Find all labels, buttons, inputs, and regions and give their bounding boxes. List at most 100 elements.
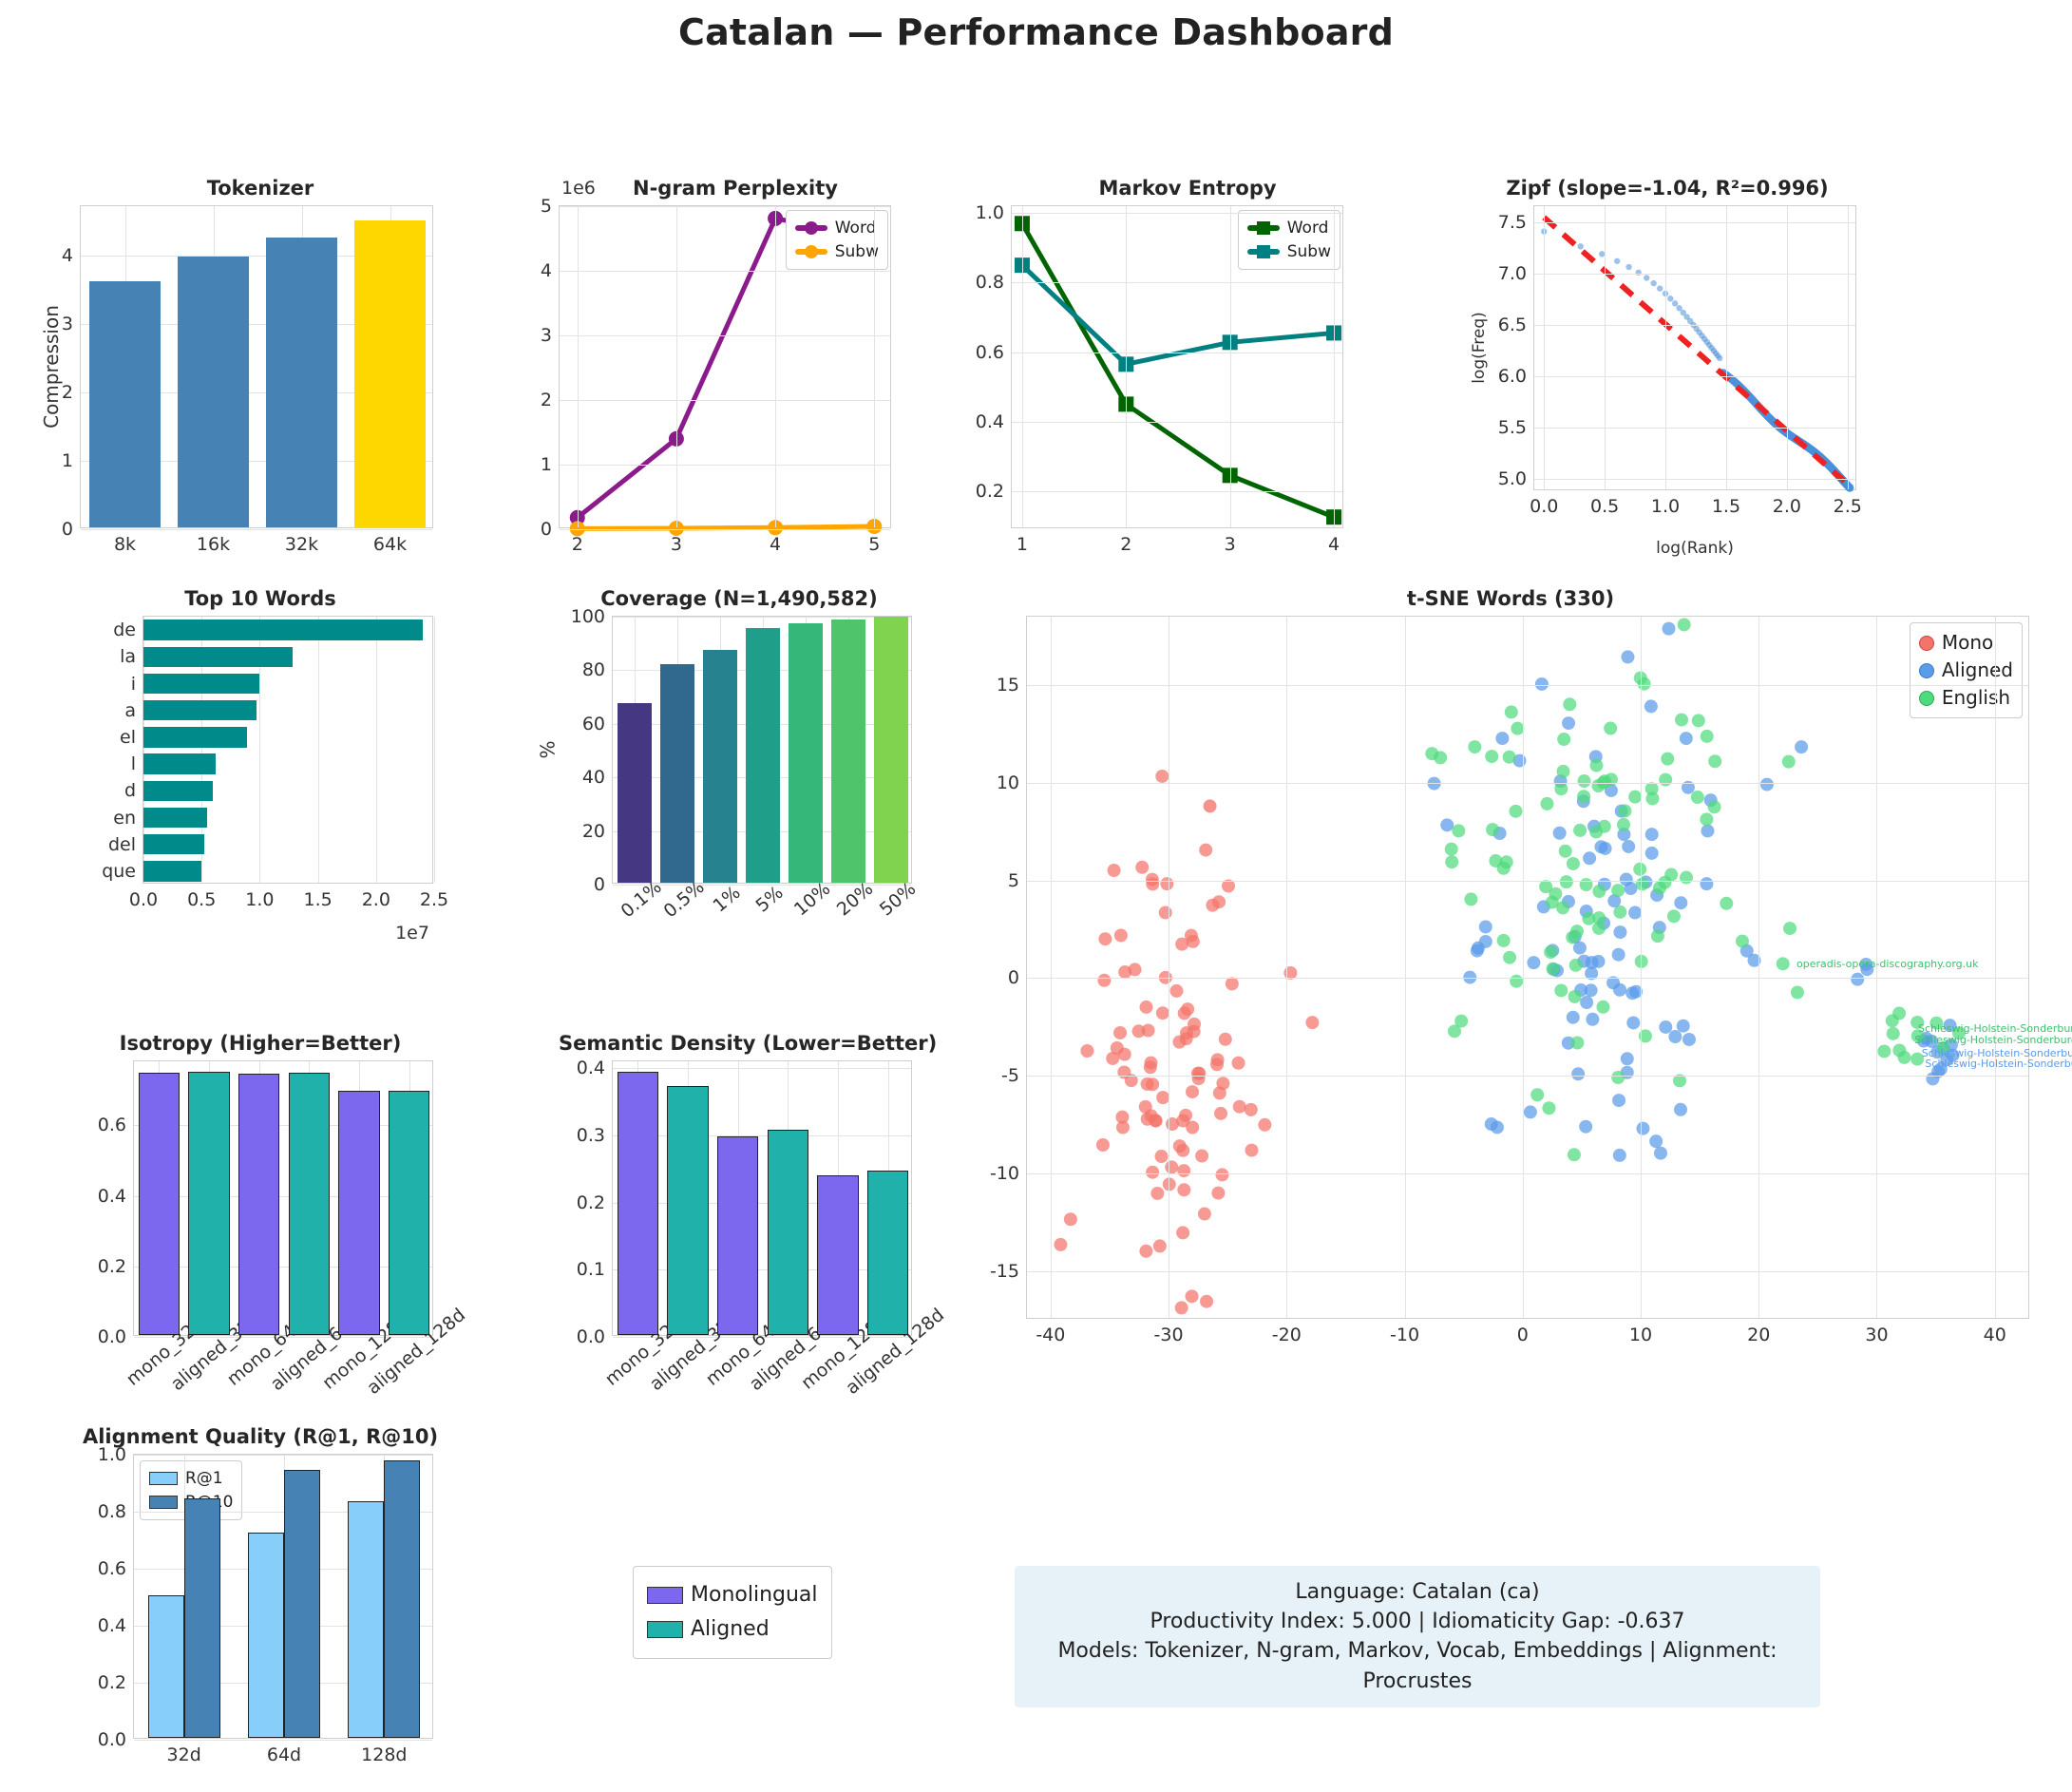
legend-label-word: Word: [834, 219, 877, 238]
legend-item-mono: Mono: [1918, 629, 2013, 657]
tsne-legend: Mono Aligned English: [1909, 622, 2023, 718]
bar-50%: [874, 616, 909, 883]
panel-ngram: N-gram Perplexity 1e6 Word Subw 0 1 2 3 4 5 2 3…: [541, 177, 912, 555]
tokenizer-ylabel: Compression: [39, 305, 63, 429]
panel-alignment-quality: Alignment Quality (R@1, R@10) R@1 R@10 0…: [80, 1425, 441, 1765]
y-tick-label: 7.5: [1497, 212, 1527, 234]
bar-aligned_32d: [188, 1072, 230, 1335]
legend-item-word: Word: [1246, 217, 1331, 240]
bar-20%: [831, 619, 866, 883]
x-tick-label: 5: [868, 534, 881, 555]
gridline: [134, 1512, 432, 1513]
gridline: [1027, 1270, 2028, 1272]
x-tick-label: 32d: [166, 1744, 201, 1765]
y-tick-label: 6.5: [1497, 315, 1527, 336]
y-tick-label: 0.6: [975, 341, 1004, 363]
y-tick-label: 5: [1007, 869, 1019, 891]
tsne-points: [1054, 618, 1966, 1315]
panel-markov: Markov Entropy Word Subw 0.2 0.4 0.6 0.8 1.0…: [976, 177, 1364, 555]
bar-aligned_64d: [767, 1129, 808, 1335]
y-tick-label: 40: [581, 767, 605, 789]
gridline: [1027, 782, 2028, 784]
alignment-quality-plot: R@1 R@10 0.0 0.2 0.4 0.6 0.8 1.0 32d 64d 128d: [98, 1444, 433, 1765]
panel-semantic-density: Semantic Density (Lower=Better) 0.0 0.1 0.…: [559, 1032, 948, 1399]
gridline: [201, 617, 203, 883]
x-tick-label: 0.5: [1590, 496, 1620, 517]
bar-l: [143, 753, 216, 774]
y-tick-label: 4: [61, 244, 73, 266]
bar-mono_128d: [338, 1091, 380, 1335]
x-tick-label: 2.0: [1772, 496, 1801, 517]
aligned-dot-icon: [1918, 662, 1934, 678]
isotropy-plot: 0.0 0.2 0.4 0.6 mono_32d aligned_32d mono_64d a…: [98, 1060, 469, 1399]
y-tick-label: 7.0: [1497, 263, 1527, 285]
gridline: [1334, 206, 1336, 527]
y-tick-label: -5: [1001, 1065, 1019, 1087]
gridline: [81, 460, 432, 462]
y-tick-label: 3: [540, 325, 552, 346]
y-tick-label: a: [124, 699, 136, 721]
panel-tokenizer: Tokenizer Compression 0 1 2 3 4 8k 16k 32k 64k: [40, 177, 441, 555]
y-tick-label: 0.2: [97, 1255, 126, 1277]
bar-a: [143, 699, 257, 721]
bar-64k: [354, 220, 426, 527]
y-tick-label: 0.0: [97, 1326, 126, 1347]
bar-en: [143, 807, 208, 829]
gridline: [613, 1337, 911, 1338]
legend-item-subw: Subw: [794, 240, 879, 264]
bar-de: [143, 620, 423, 640]
y-tick-label: 0.0: [576, 1326, 605, 1347]
bar-la: [143, 646, 293, 667]
x-tick-label: -20: [1271, 1325, 1302, 1345]
gridline: [259, 617, 261, 883]
bar-64d-R@10: [284, 1470, 320, 1738]
gridline: [1641, 617, 1643, 1318]
legend-item-monolingual: Monolingual: [647, 1580, 818, 1611]
bar-64d-R@1: [248, 1533, 284, 1738]
x-tick-label: 1: [1016, 534, 1028, 555]
x-tick-label: -10: [1390, 1325, 1420, 1345]
gridline: [1534, 274, 1855, 276]
y-tick-label: 0: [61, 519, 73, 540]
gridline: [143, 617, 144, 883]
y-tick-label: 1.0: [975, 202, 1004, 224]
y-tick-label: 2: [540, 390, 552, 410]
gridline: [1534, 428, 1855, 429]
bar-aligned_32d: [667, 1086, 709, 1335]
gridline: [134, 1740, 432, 1741]
dashboard-title: Catalan — Performance Dashboard: [677, 11, 1395, 53]
markov-legend: Word Subw: [1237, 210, 1340, 271]
markov-series: [1014, 216, 1342, 525]
x-tick-label: 20: [1747, 1325, 1771, 1345]
tsne-annotation: operadis-opera-discography.org.uk: [1796, 957, 1979, 970]
bar-32d-R@1: [147, 1595, 184, 1738]
bar-del: [143, 833, 204, 855]
gridline: [613, 617, 911, 618]
gridline: [1012, 490, 1342, 492]
bar-mono_32d: [617, 1072, 658, 1335]
y-tick-label: 0.2: [97, 1672, 126, 1693]
zipf-ylabel: log(Freq): [1469, 312, 1489, 384]
gridline: [81, 529, 432, 530]
gridline: [134, 1455, 432, 1456]
legend-label-subw: Subw: [834, 241, 879, 261]
gridline: [1847, 206, 1849, 489]
gridline: [1027, 1172, 2028, 1174]
x-tick-label: 1.0: [245, 889, 275, 910]
x-tick-label: 2.5: [1833, 496, 1862, 517]
legend-item-aligned: Aligned: [1918, 657, 2013, 684]
tsne-title: t-SNE Words (330): [1406, 587, 1615, 610]
coverage-title: Coverage (N=1,490,582): [600, 587, 878, 610]
x-tick-label: 0.0: [1530, 496, 1559, 517]
y-tick-label: el: [120, 726, 136, 748]
panel-top-words: Top 10 Words 1e7 0.0 0.5 1.0 1.5 2.0 2.5 de la i…: [80, 587, 448, 944]
gridline: [577, 206, 579, 527]
x-tick-label: 4: [770, 534, 782, 555]
y-tick-label: 0.2: [576, 1191, 605, 1213]
panel-coverage: Coverage (N=1,490,582) % 0 20 40 60 80 100 0.1…: [537, 587, 921, 922]
gridline: [1027, 1076, 2028, 1077]
coverage-plot: % 0 20 40 60 80 100 0.1% 0.5% 1% 5% 10% 20% 50%: [537, 606, 921, 922]
x-tick-label: 5%: [751, 882, 788, 917]
gridline: [81, 323, 432, 325]
gridline: [1229, 206, 1231, 527]
